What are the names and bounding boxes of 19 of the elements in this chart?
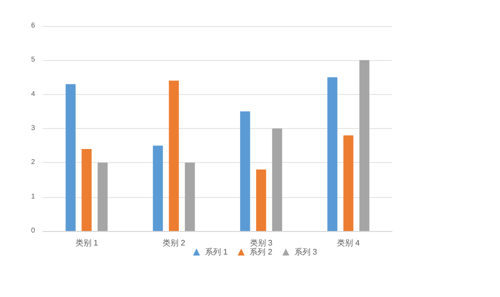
legend-label: 系列 1 [205,248,228,256]
bar [240,111,250,231]
bar [98,162,108,231]
legend-label: 系列 3 [294,248,318,256]
bar [152,146,163,231]
bar [168,80,179,231]
bar [343,135,354,231]
x-tick-label: 类别 4 [337,238,360,248]
bar [66,84,76,231]
legend-label: 系列 2 [250,248,273,256]
bar [272,128,282,231]
x-tick-label: 类别 2 [162,238,186,248]
x-tick-label: 类别 3 [250,238,274,248]
x-tick-label: 类别 1 [75,238,99,248]
bar [327,77,338,231]
bar [359,60,370,231]
bar [82,149,92,231]
bar [256,170,266,231]
bar [184,162,195,231]
